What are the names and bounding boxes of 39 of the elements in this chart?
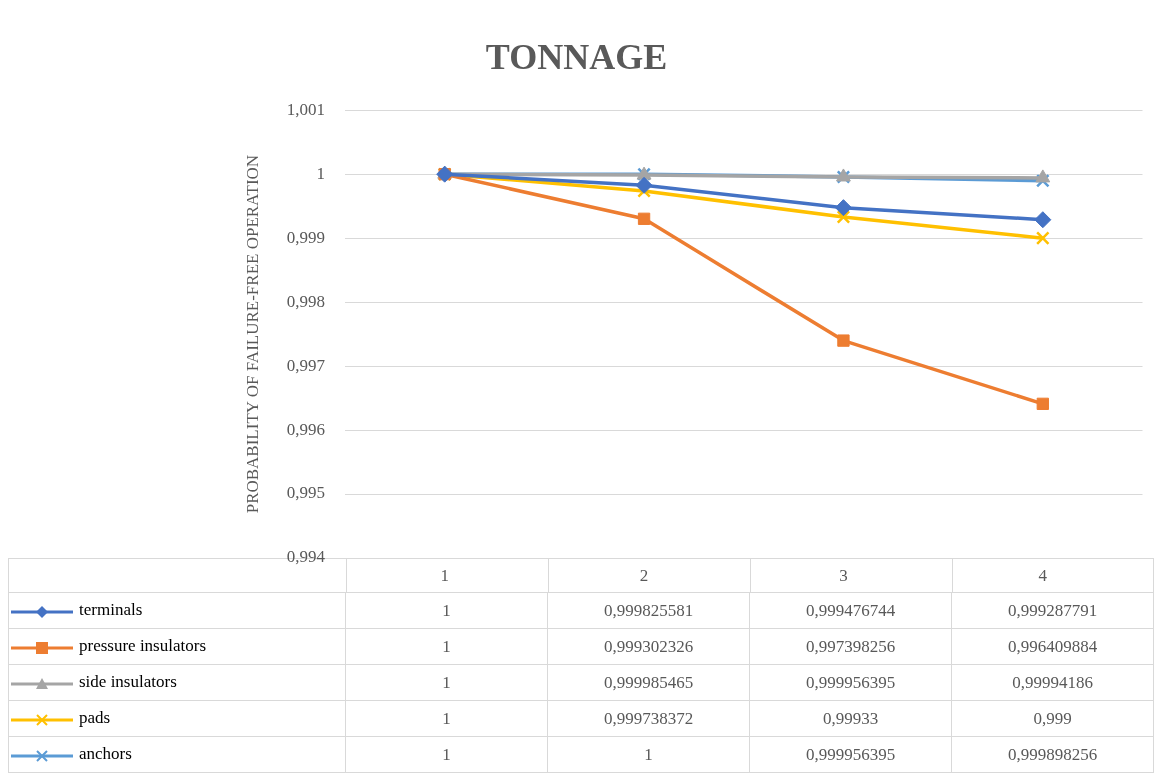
chart-title: TONNAGE — [485, 36, 668, 77]
y-tick-label: 0,995 — [286, 483, 325, 503]
legend-label: terminals — [79, 600, 143, 620]
y-tick-label: 0,999 — [286, 227, 325, 247]
data-label: 1 — [345, 700, 548, 737]
data-label: 0,99933 — [749, 700, 952, 737]
data-label: 1 — [345, 736, 548, 773]
data-label: 0,999287791 — [951, 592, 1154, 629]
data-label: 0,999476744 — [749, 592, 952, 629]
data-label: 0,999956395 — [749, 736, 952, 773]
data-label: 0,99994186 — [951, 664, 1154, 701]
data-label: 0,999302326 — [547, 628, 750, 665]
data-label: 1 — [345, 664, 548, 701]
legend-label: side insulators — [79, 672, 177, 692]
data-label: 0,997398256 — [749, 628, 952, 665]
data-label: 0,999825581 — [547, 592, 750, 629]
y-tick-label: 0,997 — [286, 355, 326, 375]
y-tick-label: 0,994 — [286, 547, 326, 567]
y-axis-title: PROBABILITY OF FAILURE-FREE OPERATION — [242, 154, 262, 514]
data-label: 1 — [547, 736, 750, 773]
y-tick-label: 1 — [316, 163, 325, 183]
x-tick-label: 4 — [1038, 565, 1048, 585]
y-tick-label: 0,996 — [286, 419, 325, 439]
x-tick-label: 2 — [639, 565, 649, 585]
legend-label: anchors — [79, 744, 132, 764]
data-label: 0,999 — [951, 700, 1154, 737]
legend-label: pressure insulators — [79, 636, 207, 656]
x-tick-label: 3 — [839, 565, 848, 585]
y-tick-label: 1,001 — [286, 99, 325, 119]
data-label: 0,999956395 — [749, 664, 952, 701]
data-label: 0,999898256 — [951, 736, 1154, 773]
data-label: 0,999985465 — [547, 664, 750, 701]
x-tick-label: 1 — [440, 565, 449, 585]
data-label: 0,999738372 — [547, 700, 750, 737]
data-label: 1 — [345, 592, 548, 629]
legend-label: pads — [79, 708, 111, 728]
data-label: 1 — [345, 628, 548, 665]
y-tick-label: 0,998 — [286, 291, 325, 311]
data-label: 0,996409884 — [951, 628, 1154, 665]
